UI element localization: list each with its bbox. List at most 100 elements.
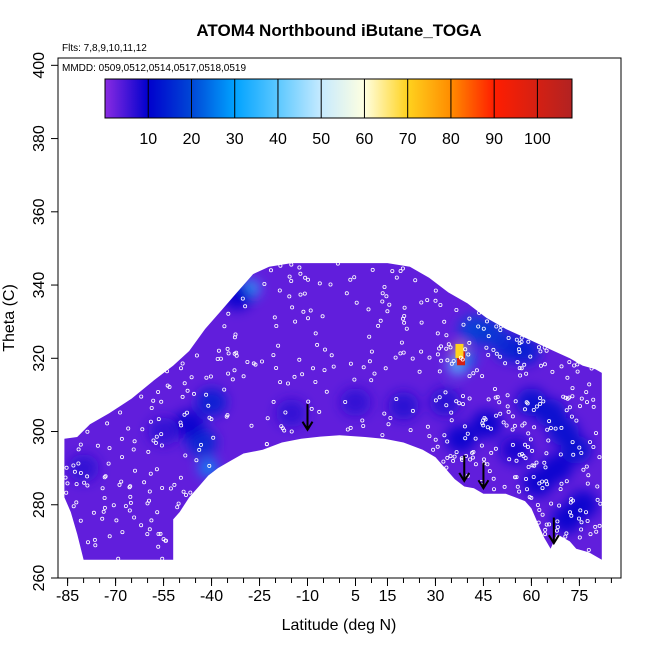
sample-point	[444, 465, 449, 470]
sample-point	[78, 518, 83, 523]
sample-point	[487, 469, 492, 474]
sample-point	[467, 316, 472, 321]
sample-point	[367, 334, 372, 339]
sample-point	[394, 275, 399, 280]
sample-point	[449, 418, 454, 423]
sample-point	[454, 399, 459, 404]
sample-point	[308, 308, 313, 313]
sample-point	[454, 450, 459, 455]
sample-point	[595, 497, 600, 502]
sample-point	[383, 366, 388, 371]
sample-point	[154, 467, 159, 472]
sample-point	[345, 427, 350, 432]
sample-point	[181, 489, 186, 494]
y-tick-label: 340	[31, 272, 48, 299]
sample-point	[385, 309, 390, 314]
sample-point	[534, 460, 539, 465]
sample-point	[499, 324, 504, 329]
sample-point	[264, 441, 269, 446]
sample-point	[159, 399, 164, 404]
sample-point	[352, 275, 357, 280]
sample-point	[369, 349, 374, 354]
sample-point	[544, 479, 549, 484]
sample-point	[298, 271, 303, 276]
x-tick-label: 30	[427, 588, 445, 605]
sample-point	[184, 410, 189, 415]
colorbar-ticks: 10 20 30 40 50 60 70 80 90 100	[139, 79, 551, 148]
sample-point	[545, 427, 550, 432]
sample-point	[564, 408, 569, 413]
x-tick-label: -40	[200, 588, 223, 605]
sample-point	[361, 423, 366, 428]
sample-point	[354, 300, 359, 305]
sample-point	[390, 269, 395, 274]
sample-point	[274, 323, 279, 328]
sample-point	[160, 556, 165, 561]
sample-point	[147, 489, 152, 494]
sample-point	[523, 407, 528, 412]
sample-point	[404, 326, 409, 331]
sample-point	[310, 366, 315, 371]
y-tick-label: 260	[31, 565, 48, 592]
field-anomaly	[173, 410, 205, 439]
sample-point	[305, 277, 310, 282]
sample-point	[536, 520, 541, 525]
sample-point	[577, 445, 582, 450]
sample-point	[376, 323, 381, 328]
sample-point	[380, 299, 385, 304]
sample-point	[191, 391, 196, 396]
sample-point	[578, 508, 583, 513]
sample-point	[194, 353, 199, 358]
sample-point	[433, 288, 438, 293]
arrow-head	[458, 472, 471, 483]
sample-point	[526, 431, 531, 436]
sample-point	[585, 400, 590, 405]
sample-point	[463, 436, 468, 441]
sample-point	[287, 294, 292, 299]
sample-point	[577, 535, 582, 540]
sample-point	[159, 432, 164, 437]
sample-point	[154, 434, 159, 439]
sample-points	[63, 261, 603, 561]
sample-point	[505, 404, 510, 409]
sample-point	[142, 480, 147, 485]
sample-point	[433, 437, 438, 442]
sample-point	[594, 529, 599, 534]
sample-point	[431, 447, 436, 452]
sample-point	[289, 278, 294, 283]
sample-point	[280, 426, 285, 431]
sample-point	[498, 411, 503, 416]
sample-point	[504, 423, 509, 428]
sample-point	[271, 353, 276, 358]
sample-point	[448, 345, 453, 350]
sample-point	[119, 436, 124, 441]
sample-point	[180, 361, 185, 366]
sample-point	[442, 433, 447, 438]
sample-point	[575, 362, 580, 367]
dates-subtitle: MMDD: 0509,0512,0514,0517,0518,0519	[62, 63, 246, 74]
sample-point	[439, 358, 444, 363]
sample-point	[513, 399, 518, 404]
sample-point	[471, 371, 476, 376]
sample-point	[128, 494, 133, 499]
colorbar-tick-label: 80	[442, 131, 460, 148]
sample-point	[306, 399, 311, 404]
y-tick-label: 380	[31, 125, 48, 152]
sample-point	[249, 423, 254, 428]
sample-point	[114, 518, 119, 523]
sample-point	[441, 459, 446, 464]
sample-point	[292, 374, 297, 379]
sample-point	[486, 334, 491, 339]
sample-point	[387, 302, 392, 307]
x-tick-label: 75	[571, 588, 589, 605]
sample-point	[485, 425, 490, 430]
sample-point	[361, 365, 366, 370]
sample-point	[348, 361, 353, 366]
sample-point	[240, 296, 245, 301]
sample-point	[78, 442, 83, 447]
sample-point	[297, 357, 302, 362]
sample-point	[194, 458, 199, 463]
sample-point	[101, 509, 106, 514]
sample-point	[102, 505, 107, 510]
sample-point	[564, 479, 569, 484]
